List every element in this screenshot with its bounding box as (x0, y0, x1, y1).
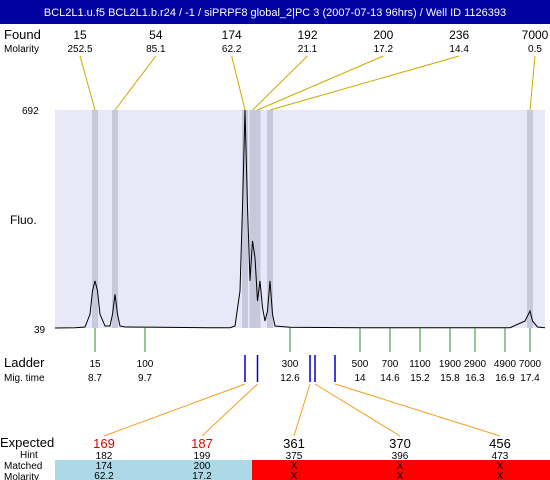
found-molarity: 85.1 (146, 44, 166, 55)
ladder-size: 500 (352, 359, 369, 370)
plot-area (55, 110, 545, 328)
found-size: 200 (373, 28, 393, 42)
ladder-size: 700 (382, 359, 399, 370)
expected-size: 169 (93, 436, 115, 451)
found-peaks: 15 252.5 54 85.1 174 62.2 192 21.1 200 17.2 236 14.… (67, 28, 549, 111)
ladder-mig-time: 8.7 (88, 373, 102, 384)
peak-band (92, 110, 98, 328)
hint-value: 473 (492, 451, 509, 462)
ladder-markers: 15 8.7 100 9.7 300 12.6 500 14 700 14.6 1100 15.2 19… (88, 328, 542, 384)
found-size: 7000 (522, 28, 549, 42)
ladder-size: 1900 (439, 359, 462, 370)
expected-connector (293, 383, 311, 437)
matched-value: X (291, 461, 298, 472)
peak-bands (92, 110, 533, 328)
matched-missing-band (252, 460, 550, 480)
expected-size: 456 (489, 436, 511, 451)
found-molarity: 17.2 (374, 44, 394, 55)
found-molarity: 21.1 (298, 44, 318, 55)
hint-label: Hint (20, 450, 38, 461)
expected-size: 370 (389, 436, 411, 451)
ladder-size: 2900 (464, 359, 487, 370)
peak-band (112, 110, 118, 328)
expected-label: Expected (0, 435, 54, 450)
matched-ok-band (55, 460, 252, 480)
found-molarity: 0.5 (528, 44, 542, 55)
ladder-size: 1100 (409, 359, 431, 370)
expected-table: 16918217462.218719920017.2361375XX370396… (55, 383, 550, 480)
ladder-mig-time: 15.8 (440, 373, 460, 384)
hint-value: 182 (96, 451, 113, 462)
hint-value: 199 (194, 451, 211, 462)
hint-value: 375 (286, 451, 303, 462)
matched-label: Matched (4, 461, 42, 472)
found-connector (252, 55, 308, 111)
title-bar (0, 0, 550, 24)
found-connector (79, 55, 96, 111)
ladder-mig-time: 14.6 (380, 373, 400, 384)
fluorescence-trace (54, 109, 546, 329)
peak-band (267, 110, 273, 328)
ladder-size: 15 (89, 359, 101, 370)
expected-connector (314, 383, 401, 437)
found-size: 192 (297, 28, 317, 42)
matched-molarity: 62.2 (94, 471, 114, 480)
peak-band (242, 110, 248, 328)
ladder-mig-time: 17.4 (520, 373, 540, 384)
found-connector (114, 55, 157, 111)
ladder-label: Ladder (4, 355, 45, 370)
ladder-mig-time: 9.7 (138, 373, 152, 384)
peak-band (254, 110, 261, 328)
matched-molarity: 17.2 (192, 471, 212, 480)
fluo-axis-label: Fluo. (10, 213, 37, 227)
matched-value: 174 (96, 461, 113, 472)
peak-band (527, 110, 533, 328)
peak-band (249, 110, 256, 328)
matched-value: X (397, 461, 404, 472)
found-connector (529, 55, 536, 111)
matched-molarity: X (291, 471, 298, 480)
molarity-label: Molarity (4, 44, 39, 55)
matched-molarity: X (397, 471, 404, 480)
found-size: 236 (449, 28, 469, 42)
found-molarity: 252.5 (67, 44, 92, 55)
ladder-mig-time: 12.6 (280, 373, 300, 384)
ladder-mig-time: 16.9 (495, 373, 515, 384)
ladder-mig-time: 15.2 (410, 373, 430, 384)
found-molarity: 14.4 (449, 44, 469, 55)
found-label: Found (4, 27, 41, 42)
y-tick-max: 692 (22, 106, 39, 117)
y-tick-min: 39 (34, 325, 46, 336)
found-molarity: 62.2 (222, 44, 242, 55)
matched-value: X (497, 461, 504, 472)
matched-molarity: X (497, 471, 504, 480)
sample-markers (244, 355, 336, 382)
mig-time-label: Mig. time (4, 373, 45, 384)
expected-connector (334, 383, 501, 437)
found-size: 54 (149, 28, 163, 42)
expected-size: 361 (283, 436, 305, 451)
found-connector (231, 55, 246, 111)
expected-size: 187 (191, 436, 213, 451)
found-size: 15 (73, 28, 87, 42)
ladder-size: 100 (137, 359, 154, 370)
ladder-size: 300 (282, 359, 299, 370)
found-connector (269, 55, 460, 111)
hint-value: 396 (392, 451, 409, 462)
expected-connector (201, 383, 258, 437)
chart-title: BCL2L1.u.f5 BCL2L1.b.r24 / -1 / siPRPF8 … (44, 7, 506, 19)
ladder-size: 7000 (519, 359, 542, 370)
ladder-size: 4900 (494, 359, 517, 370)
found-size: 174 (222, 28, 242, 42)
found-connector (257, 55, 384, 111)
expected-connector (103, 383, 246, 437)
matched-value: 200 (194, 461, 211, 472)
ladder-mig-time: 16.3 (465, 373, 485, 384)
ladder-mig-time: 14 (354, 373, 366, 384)
molarity-row-label: Molarity (4, 472, 39, 480)
